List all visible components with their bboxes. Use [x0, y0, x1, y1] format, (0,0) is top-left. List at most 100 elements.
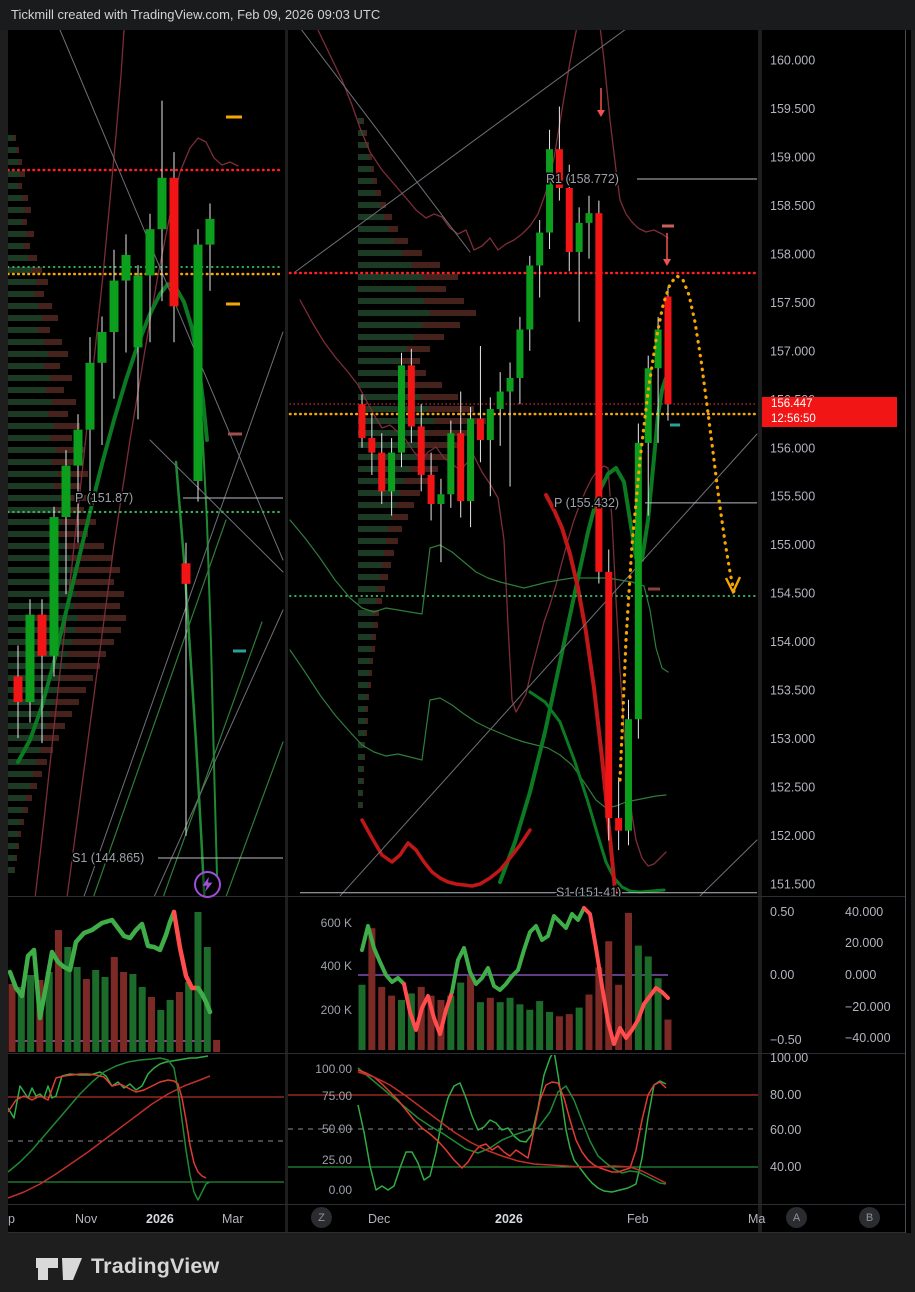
price-axis-label: 152.000 [770, 829, 815, 843]
volume-profile-row [384, 214, 392, 220]
volume-scale-label: 200 K [321, 1003, 352, 1017]
volume-profile-row [365, 130, 367, 136]
volume-profile-row [78, 615, 126, 621]
time-axis[interactable]: p Nov 2026 Mar Dec 2026 Feb Ma [8, 1212, 765, 1226]
volume-bar [496, 1002, 504, 1050]
volume-profile-row [8, 303, 38, 309]
volume-axis-label: 0.00 [770, 968, 794, 982]
pivot-label: P (151.87) [75, 491, 133, 505]
volume-bar [605, 941, 613, 1050]
volume-profile-row [8, 711, 50, 717]
candle-body [595, 213, 603, 572]
volume-profile-row [400, 490, 420, 496]
volume-bar [427, 995, 435, 1050]
volume-bar [378, 986, 386, 1050]
volume-profile-row [50, 711, 72, 717]
right-volume-pane[interactable]: 600 K 400 K 200 K [321, 906, 672, 1050]
volume-profile-row [371, 646, 375, 652]
volume-profile-row [358, 670, 369, 676]
price-axis[interactable]: 160.000 159.500 159.000 158.500 158.000 157.5… [770, 54, 891, 1175]
volume-profile-row [8, 567, 74, 573]
volume-profile-row [358, 322, 422, 328]
volume-profile-row [17, 843, 19, 849]
volume-profile-row [8, 183, 18, 189]
volume-profile-row [50, 375, 72, 381]
right-oscillator-pane[interactable]: 100.00 75.00 50.00 25.00 0.00 [8, 1051, 905, 1197]
volume-profile-row [8, 375, 50, 381]
scale-reset-button-z[interactable]: Z [311, 1207, 332, 1228]
volume-bar [82, 979, 90, 1052]
volume-profile-row [358, 454, 416, 460]
candle-body [25, 614, 35, 703]
volume-profile-row [358, 562, 382, 568]
volume-bar [397, 999, 405, 1050]
volume-profile-row [358, 310, 430, 316]
volume-profile-row [38, 327, 50, 333]
volume-profile-row [8, 783, 30, 789]
right-price-pane[interactable]: R1 (158.772) P (155.432) S1 (151.41) [288, 0, 758, 950]
volume-bar [8, 984, 16, 1052]
candle-body [133, 275, 143, 348]
volume-profile-row [384, 550, 394, 556]
volume-profile-row [416, 286, 446, 292]
projection-arrow-head [597, 110, 605, 117]
volume-profile-row [365, 730, 367, 736]
candle-body [397, 365, 405, 453]
volume-profile-row [358, 154, 369, 160]
price-axis-label: 157.000 [770, 344, 815, 358]
pane-background [288, 30, 758, 1233]
left-price-pane[interactable]: P (151.87) S1 (144.865) [8, 30, 284, 1190]
candle-body [476, 418, 484, 441]
candle-body [205, 218, 215, 245]
volume-profile-row [358, 202, 380, 208]
candle-body [457, 433, 465, 502]
volume-bar [595, 967, 603, 1050]
volume-profile-row [364, 742, 365, 748]
volume-profile-row [368, 682, 371, 688]
volume-profile-row [382, 562, 391, 568]
volume-bar [555, 1016, 563, 1050]
volume-profile-row [367, 142, 369, 148]
volume-profile-row [362, 802, 363, 808]
left-volume-pane[interactable] [8, 909, 221, 1052]
volume-profile-row [76, 591, 124, 597]
volume-profile-row [363, 118, 364, 124]
volume-profile-row [364, 754, 365, 760]
volume-profile-row [358, 430, 428, 436]
current-price-label[interactable]: 156.447 12:56:50 [762, 397, 897, 427]
volume-profile-row [8, 735, 43, 741]
candle-body [575, 222, 583, 252]
candle-body [181, 563, 191, 584]
volume-profile-row [8, 171, 20, 177]
volume-profile-row [386, 538, 398, 544]
indicator-line [289, 519, 669, 673]
volume-bar [624, 912, 632, 1050]
volume-axis-label: 20.000 [845, 936, 883, 950]
volume-profile-row [392, 514, 408, 520]
scale-button-b[interactable]: B [859, 1207, 880, 1228]
price-axis-label: 153.000 [770, 732, 815, 746]
chart-canvas[interactable]: P (151.87) S1 (144.865) R1 (158.772) P (155… [0, 0, 915, 1240]
volume-bar [175, 992, 183, 1052]
candle-body [368, 438, 376, 453]
volume-profile-row [8, 423, 54, 429]
volume-profile-row [358, 586, 378, 592]
volume-profile-row [8, 315, 42, 321]
volume-profile-row [36, 759, 47, 765]
quick-trade-button[interactable] [194, 871, 221, 898]
volume-profile-row [428, 406, 474, 412]
left-oscillator-pane[interactable] [8, 1055, 905, 1201]
pivot-label: S1 (144.865) [72, 851, 144, 865]
scale-button-a[interactable]: A [786, 1207, 807, 1228]
volume-profile-row [8, 195, 22, 201]
volume-profile-row [367, 694, 369, 700]
volume-profile-row [58, 687, 86, 693]
volume-profile-row [8, 291, 34, 297]
volume-profile-row [8, 555, 70, 561]
volume-ma-line [402, 982, 454, 1036]
candle-body [417, 426, 425, 475]
volume-profile-row [8, 243, 24, 249]
price-axis-label: 157.500 [770, 296, 815, 310]
volume-profile-row [16, 147, 19, 153]
candle-body [615, 818, 623, 831]
